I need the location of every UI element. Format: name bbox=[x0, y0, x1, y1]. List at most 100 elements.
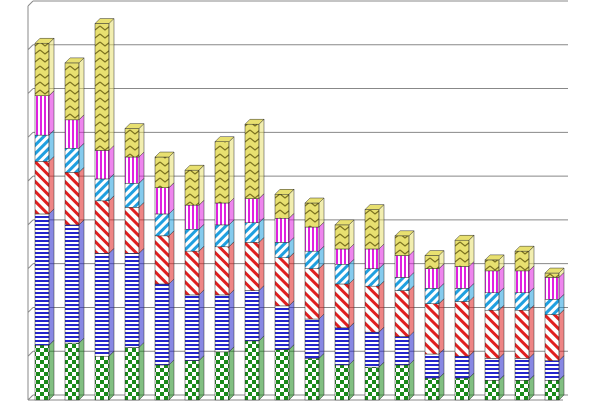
bar-side bbox=[408, 359, 415, 401]
bar-segment bbox=[274, 242, 290, 258]
bar-side bbox=[258, 284, 265, 342]
bar-segment bbox=[334, 248, 350, 265]
bar-segment bbox=[334, 264, 350, 285]
bar-side bbox=[408, 330, 415, 366]
bar-top bbox=[274, 188, 295, 195]
bar-segment bbox=[154, 187, 170, 215]
bar-segment bbox=[214, 294, 230, 353]
bar-segment bbox=[244, 290, 260, 342]
bar-segment bbox=[334, 283, 350, 329]
bar-segment bbox=[394, 364, 410, 401]
bar-side bbox=[228, 241, 235, 296]
bar-segment bbox=[364, 268, 380, 287]
grid-line-edge bbox=[27, 394, 34, 401]
bar-top bbox=[154, 151, 175, 158]
bar-segment bbox=[544, 314, 560, 361]
bar-side bbox=[378, 280, 385, 333]
bar-top bbox=[214, 136, 235, 142]
bar-side bbox=[168, 359, 175, 401]
bar-side bbox=[108, 247, 115, 357]
bar-segment bbox=[34, 345, 50, 401]
bar-side bbox=[288, 344, 295, 401]
bar-segment bbox=[544, 360, 560, 381]
bar-side bbox=[258, 236, 265, 292]
bar-segment bbox=[274, 218, 290, 243]
bar-segment bbox=[214, 224, 230, 248]
bar-segment bbox=[34, 134, 50, 162]
bar-side bbox=[348, 359, 355, 401]
bar-side bbox=[138, 201, 145, 254]
bar-segment bbox=[94, 178, 110, 202]
bar-segment bbox=[514, 310, 530, 359]
bar-segment bbox=[124, 207, 140, 254]
bar-side bbox=[198, 164, 205, 206]
bar-side bbox=[228, 136, 235, 204]
bar-segment bbox=[364, 285, 380, 333]
bar-segment bbox=[214, 141, 230, 204]
bar-side bbox=[228, 346, 235, 401]
bar-segment bbox=[424, 255, 440, 269]
bar-side bbox=[48, 155, 55, 215]
bar-segment bbox=[124, 347, 140, 401]
bar-segment bbox=[514, 292, 530, 311]
bar-segment bbox=[184, 229, 200, 252]
bar-side bbox=[138, 341, 145, 401]
bar-segment bbox=[94, 150, 110, 180]
bar-top bbox=[34, 37, 55, 44]
bar-segment bbox=[214, 202, 230, 226]
bar-side bbox=[258, 118, 265, 200]
bar-segment bbox=[424, 377, 440, 401]
bar-segment bbox=[154, 235, 170, 285]
bar-segment bbox=[484, 270, 500, 293]
bar-segment bbox=[244, 242, 260, 291]
bar-side bbox=[78, 114, 85, 149]
grid-line-edge bbox=[27, 0, 34, 7]
bar-segment bbox=[124, 128, 140, 158]
bar-segment bbox=[184, 250, 200, 296]
bar-segment bbox=[94, 200, 110, 254]
bar-side bbox=[168, 151, 175, 189]
bar-segment bbox=[544, 299, 560, 315]
bar-segment bbox=[454, 377, 470, 401]
bar-segment bbox=[64, 119, 80, 149]
bar-top bbox=[484, 254, 505, 261]
bar-side bbox=[78, 337, 85, 401]
bar-segment bbox=[34, 95, 50, 136]
bar-segment bbox=[214, 246, 230, 296]
bar-segment bbox=[64, 342, 80, 401]
bar-side bbox=[288, 252, 295, 307]
bar-segment bbox=[184, 294, 200, 361]
bar-segment bbox=[244, 340, 260, 401]
bar-segment bbox=[394, 336, 410, 366]
grid-line-edge bbox=[27, 263, 34, 270]
bar-top bbox=[394, 230, 415, 237]
bar-segment bbox=[424, 353, 440, 379]
bar-side bbox=[198, 289, 205, 362]
bar-segment bbox=[34, 213, 50, 346]
bar-side bbox=[108, 195, 115, 254]
bar-side bbox=[438, 298, 445, 355]
bar-segment bbox=[454, 266, 470, 289]
bar-side bbox=[78, 57, 85, 121]
bar-segment bbox=[484, 259, 500, 272]
bar-segment bbox=[304, 202, 320, 228]
bar-top bbox=[514, 245, 535, 252]
grid-line-edge bbox=[27, 88, 34, 94]
bar-side bbox=[258, 335, 265, 401]
bar-segment bbox=[424, 288, 440, 304]
bar-segment bbox=[274, 305, 290, 350]
bar-segment bbox=[124, 156, 140, 184]
bar-top bbox=[454, 234, 475, 241]
bar-side bbox=[318, 313, 325, 360]
bar-side bbox=[378, 361, 385, 401]
bar-side bbox=[198, 245, 205, 296]
bar-segment bbox=[544, 380, 560, 401]
bar-segment bbox=[154, 283, 170, 366]
bar-segment bbox=[454, 239, 470, 267]
bar-segment bbox=[514, 250, 530, 272]
bar-segment bbox=[544, 277, 560, 300]
bar-side bbox=[48, 90, 55, 136]
bar-top bbox=[424, 250, 445, 256]
bar-segment bbox=[424, 303, 440, 355]
bar-segment bbox=[484, 292, 500, 311]
